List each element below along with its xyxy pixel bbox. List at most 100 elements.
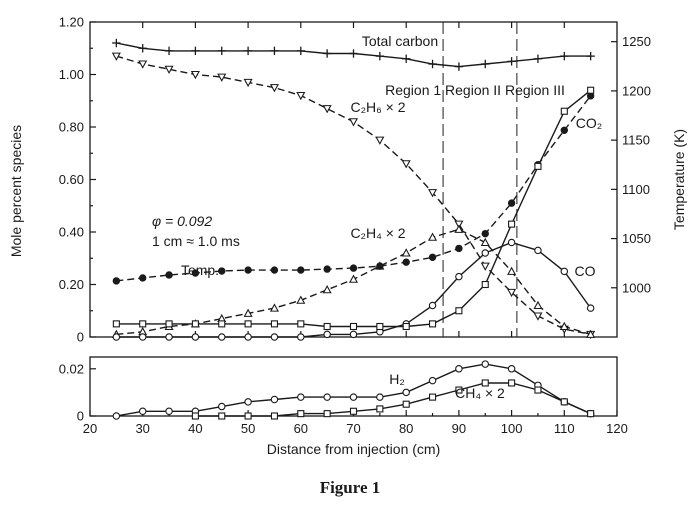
series-label-temp: Temp. xyxy=(181,262,219,278)
series-ch4-2-point xyxy=(349,407,358,415)
series-co2-point xyxy=(455,307,463,315)
series-ch4-2-point xyxy=(508,379,516,387)
series-total-carbon-point xyxy=(402,54,411,63)
series-total-carbon-point xyxy=(191,46,200,56)
series-label-co: CO xyxy=(575,263,596,279)
series-h2-point xyxy=(244,398,252,406)
series-co2-point xyxy=(481,280,489,289)
series-c2h4-2-point xyxy=(480,237,490,247)
series-total-carbon-point xyxy=(112,38,121,48)
series-c2h6-2-point xyxy=(533,312,543,321)
series-h2-point xyxy=(270,395,279,404)
series-total-carbon-point xyxy=(164,46,174,56)
y-tick-label: 0.40 xyxy=(59,225,84,240)
series-ch4-2-point xyxy=(402,400,410,408)
series-co2-point xyxy=(508,220,516,228)
series-co-point xyxy=(244,333,252,341)
series-h2-point xyxy=(455,365,463,373)
y-tick-label: 1.20 xyxy=(59,15,84,30)
series-c2h6-2-point xyxy=(164,65,174,74)
series-temp-point xyxy=(507,199,516,207)
upper-panel: 0 0.20 0.40 0.60 0.80 1.00 1.20 1000 1050 1100 115… xyxy=(8,15,687,345)
x-tick-label: 60 xyxy=(294,421,308,436)
series-c2h6-2-point xyxy=(401,160,411,169)
series-label-c2h4-2: C₂H₄ × 2 xyxy=(350,225,405,241)
series-temp-point xyxy=(481,229,489,238)
series-co-point xyxy=(481,249,489,257)
y-tick-label: 0.80 xyxy=(59,120,84,135)
series-ch4-2-point xyxy=(481,379,489,387)
y2-tick-label: 1100 xyxy=(622,182,650,197)
series-ch4-2-line xyxy=(195,382,591,417)
series-total-carbon xyxy=(112,38,595,71)
series-temp-point xyxy=(297,266,305,274)
lower-panel: 0 0.02 20 30 40 50 60 70 80 90 100 110 120 Distance f… xyxy=(59,356,628,457)
series-label-total-carbon: Total carbon xyxy=(362,33,438,49)
series-co-point xyxy=(507,238,516,247)
series-total-carbon-point xyxy=(243,46,253,56)
scale-annotation: 1 cm ≈ 1.0 ms xyxy=(152,233,240,249)
series-co2-point xyxy=(297,320,305,328)
y2-tick-label: 1000 xyxy=(622,280,651,295)
series-co-point xyxy=(191,333,200,341)
series-h2-point xyxy=(297,393,305,401)
series-c2h4-2-point xyxy=(296,295,306,304)
series-co2-point xyxy=(244,320,252,328)
series-c2h6-2-point xyxy=(111,52,121,61)
series-h2-point xyxy=(481,360,489,368)
series-co-point xyxy=(165,333,173,341)
series-ch4-2-point xyxy=(534,386,542,394)
series-c2h6-2-point xyxy=(190,70,200,80)
series-total-carbon-point xyxy=(586,51,595,61)
series-h2-point xyxy=(428,376,437,385)
series-co-point xyxy=(297,333,305,341)
series-temp-point xyxy=(455,244,463,253)
series-temp-point xyxy=(270,266,279,274)
series-temp-point xyxy=(402,258,410,266)
series-ch4-2-point xyxy=(323,410,331,418)
x-tick-label: 80 xyxy=(399,421,413,436)
series-ch4-2-point xyxy=(270,412,279,420)
series-c2h4-2-point xyxy=(243,308,253,317)
series-co-point xyxy=(455,272,463,281)
series-c2h6-2-point xyxy=(269,84,279,93)
series-temp-point xyxy=(323,265,331,273)
figure-caption: Figure 1 xyxy=(319,478,381,497)
series-c2h4-2-point xyxy=(454,224,464,233)
series-ch4-2-point xyxy=(297,410,305,418)
series-temp-point xyxy=(244,266,252,274)
series-co2-point xyxy=(139,320,147,328)
y2-tick-label: 1250 xyxy=(622,34,651,49)
y-tick-label: 1.00 xyxy=(59,67,84,82)
series-total-carbon-point xyxy=(296,46,305,56)
series-c2h6-2-point xyxy=(138,60,148,69)
series-h2-point xyxy=(138,407,147,416)
series-h2-point xyxy=(349,393,358,401)
y-axis-title: Mole percent species xyxy=(8,125,24,257)
x-axis-title: Distance from injection (cm) xyxy=(267,441,441,457)
series-temp-point xyxy=(560,126,568,134)
series-temp-point xyxy=(191,269,200,277)
series-h2-point xyxy=(323,393,331,401)
series-total-carbon-point xyxy=(349,49,358,58)
series-label-h2: H₂ xyxy=(389,371,405,387)
series-h2-point xyxy=(218,402,226,411)
x-tick-label: 40 xyxy=(188,421,202,436)
x-tick-label: 20 xyxy=(83,421,97,436)
series-co2-point xyxy=(587,86,595,94)
series-co-line xyxy=(116,241,592,338)
series-c2h4-2-point xyxy=(401,248,411,257)
series-c2h6-2-point xyxy=(480,262,490,271)
series-h2-point xyxy=(165,407,173,416)
x-tick-label: 100 xyxy=(501,421,523,436)
series-co2-point xyxy=(560,107,568,115)
y2-axis-title: Temperature (K) xyxy=(671,129,687,230)
x-tick-label: 120 xyxy=(606,421,628,436)
series-co-point xyxy=(534,246,542,255)
series-total-carbon-point xyxy=(507,57,516,66)
series-ch4-2-point xyxy=(244,412,252,420)
series-total-carbon-point xyxy=(217,46,226,56)
series-c2h4-2-point xyxy=(586,329,596,338)
series-label-c2h6-2: C₂H₆ × 2 xyxy=(350,99,405,115)
series-co2-point xyxy=(165,320,173,328)
